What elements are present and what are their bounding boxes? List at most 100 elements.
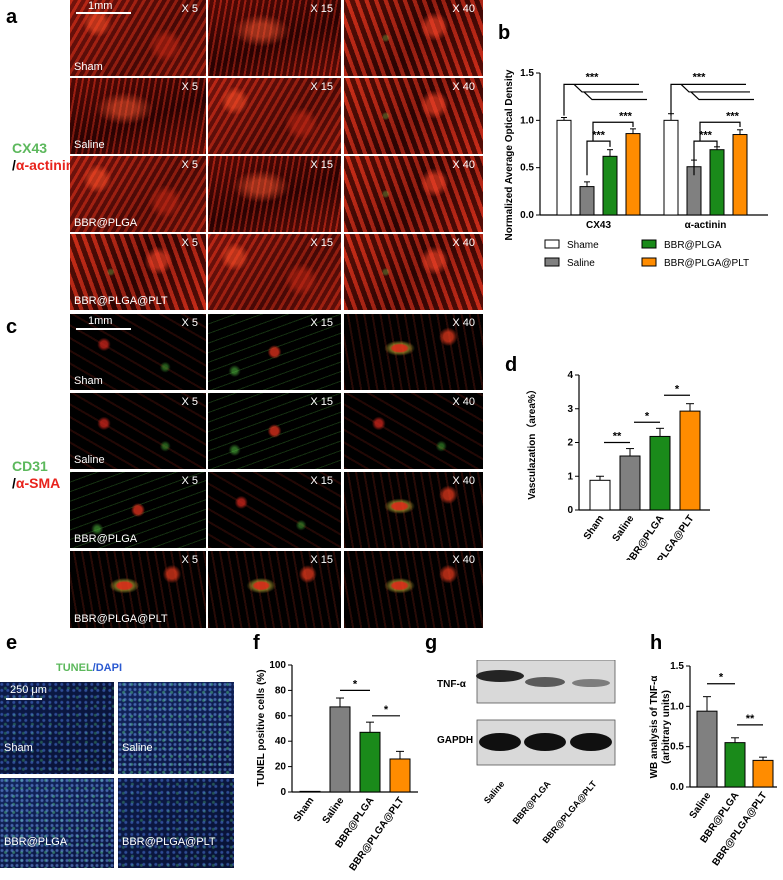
tnf-band-saline	[476, 670, 524, 682]
panel-label-e: e	[6, 632, 18, 654]
x-category-label: BBR@PLGA@PLT	[347, 795, 406, 873]
stain-cx43: CX43	[12, 140, 48, 156]
group-label-saline: Saline	[74, 454, 105, 466]
tnf-band-bbr-plga-plt	[572, 679, 610, 687]
micrograph-bbr-plga-x40: X 40	[344, 472, 483, 548]
magnification-label: X 40	[452, 81, 475, 93]
significance-marker: *	[384, 704, 389, 716]
panel-a-grid: 1mm X 5 Sham X 15 X 40 X 5 Saline X 15 X…	[70, 0, 483, 310]
magnification-label: X 5	[181, 475, 198, 487]
stain-alpha-actinin: α-actinin	[15, 157, 75, 173]
y-tick-label: 100	[269, 660, 286, 671]
bar-bbr-plga	[724, 742, 746, 788]
significance-line	[693, 140, 718, 176]
y-axis-title: Normalized Average Optical Density	[504, 69, 515, 240]
tunel-image-bbr-plga: BBR@PLGA	[0, 778, 114, 868]
micrograph-sham-x15: X 15	[208, 0, 341, 76]
bar-bbr-plga-plt	[625, 133, 641, 216]
tunel-label: TUNEL	[56, 662, 93, 674]
significance-line	[586, 140, 611, 176]
y-tick-label: 0	[567, 505, 573, 516]
panel-label-d: d	[505, 354, 518, 376]
magnification-label: X 40	[452, 237, 475, 249]
bar-bbr-plga-plt	[679, 410, 701, 511]
tunel-image-saline: Saline	[118, 682, 234, 774]
y-tick-label: 0	[280, 787, 286, 798]
magnification-label: X 5	[181, 317, 198, 329]
title-separator: /	[92, 662, 96, 674]
stain-cd31: CD31	[12, 458, 48, 474]
magnification-label: X 5	[181, 237, 198, 249]
bar-bbr-plga-plt	[732, 134, 748, 216]
significance-line	[680, 83, 750, 93]
stain-slash: /	[12, 475, 16, 491]
legend-label: BBR@PLGA@PLT	[664, 258, 749, 269]
chart-f: TUNEL positive cells (%) 0 20 40 60 80 100 Sham…	[256, 660, 418, 873]
micrograph-bbr-plga-x5: X 5 BBR@PLGA	[70, 156, 206, 232]
group-label-bbr-plga: BBR@PLGA	[74, 533, 138, 545]
significance-marker: **	[746, 713, 755, 725]
magnification-label: X 40	[452, 554, 475, 566]
y-tick-label: 60	[275, 711, 287, 722]
micrograph-bbr-plga-plt-x5: X 5 BBR@PLGA@PLT	[70, 551, 206, 628]
chart-b: Normalized Average Optical Density 0.0 0.5…	[504, 68, 768, 269]
micrograph-saline-x15: X 15	[208, 393, 341, 469]
panel-label-b: b	[498, 22, 511, 44]
panel-label-f: f	[253, 632, 260, 654]
y-tick-label: 40	[275, 736, 287, 747]
legend-label: Saline	[567, 258, 595, 269]
group-label-sham: Sham	[74, 375, 103, 387]
significance-line	[690, 91, 754, 101]
panel-label-h: h	[650, 632, 663, 654]
legend-label: Shame	[567, 240, 599, 251]
magnification-label: X 15	[310, 3, 333, 15]
legend-swatch	[641, 239, 657, 249]
micrograph-saline-x5: X 5 Saline	[70, 393, 206, 469]
micrograph-bbr-plga-x5: X 5 BBR@PLGA	[70, 472, 206, 548]
scale-bar	[6, 698, 42, 700]
significance-line	[699, 121, 741, 142]
group-label-bbr-plga-plt: BBR@PLGA@PLT	[122, 836, 216, 848]
bar-bbr-plga	[649, 435, 671, 511]
legend-swatch	[544, 239, 560, 249]
significance-marker: *	[675, 383, 680, 395]
magnification-label: X 15	[310, 81, 333, 93]
panel-g-western-blot: TNF-α GAPDH Saline BBR@PLGA BBR@PLGA@PLT	[425, 660, 650, 870]
stain-label-a: CX43 /α-actinin	[12, 140, 74, 174]
bar-saline	[696, 710, 718, 788]
bar-bbr-plga	[602, 155, 618, 216]
x-category-label: Saline	[688, 790, 714, 821]
lane-label-bbr-plga: BBR@PLGA	[511, 778, 553, 826]
micrograph-bbr-plga-plt-x5: X 5 BBR@PLGA@PLT	[70, 234, 206, 310]
magnification-label: X 15	[310, 475, 333, 487]
significance-line	[573, 83, 643, 93]
band-label-gapdh: GAPDH	[437, 735, 474, 746]
significance-line	[563, 83, 639, 116]
magnification-label: X 5	[181, 396, 198, 408]
bar-bbr-plga-plt	[752, 759, 774, 788]
bar-bbr-plga	[359, 731, 381, 793]
panel-label-c: c	[6, 316, 18, 338]
significance-marker: ***	[586, 72, 600, 84]
y-axis-title: (arbitrary units)	[661, 690, 672, 764]
y-tick-label: 20	[275, 762, 287, 773]
group-label-bbr-plga-plt: BBR@PLGA@PLT	[74, 295, 168, 307]
micrograph-bbr-plga-x15: X 15	[208, 156, 341, 232]
magnification-label: X 15	[310, 237, 333, 249]
legend-swatch	[544, 257, 560, 267]
bar-bbr-plga-plt	[389, 758, 411, 793]
bar-saline	[329, 706, 351, 793]
tnf-band-bbr-plga	[525, 677, 565, 687]
x-category-label: Saline	[611, 513, 637, 544]
group-label-saline: Saline	[74, 139, 105, 151]
chart-h: WB analysis of TNF-α (arbitrary units) 0.0…	[649, 661, 777, 868]
stain-label-c: CD31 /α-SMA	[12, 458, 60, 492]
bar-sham	[589, 479, 611, 511]
micrograph-saline-x5: X 5 Saline	[70, 78, 206, 154]
group-label-sham: Sham	[4, 742, 33, 754]
magnification-label: X 15	[310, 396, 333, 408]
magnification-label: X 5	[181, 159, 198, 171]
scale-bar-label: 250 μm	[10, 684, 47, 696]
bar-saline	[619, 455, 641, 511]
